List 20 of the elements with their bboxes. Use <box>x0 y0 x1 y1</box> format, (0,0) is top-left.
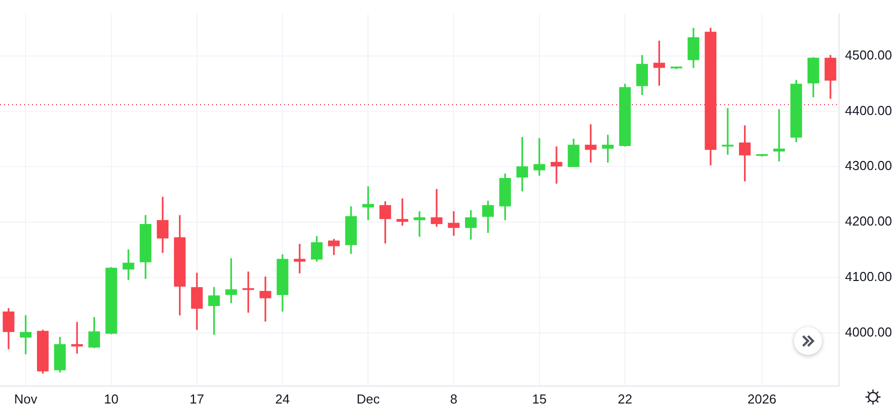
candlestick <box>71 322 83 354</box>
x-tick-label: 2026 <box>747 391 776 406</box>
x-tick-label: 24 <box>275 391 290 406</box>
x-tick-label: 17 <box>190 391 204 406</box>
x-tick-label: 10 <box>104 391 119 406</box>
candlestick <box>773 109 785 162</box>
y-tick-label: 4400.00 <box>845 102 892 118</box>
y-tick-label: 4300.00 <box>845 158 892 174</box>
x-tick-label: Nov <box>14 391 38 406</box>
y-tick-label: 4200.00 <box>845 214 892 229</box>
y-tick-label: 4100.00 <box>845 269 892 284</box>
candlestick <box>208 287 220 335</box>
candlestick <box>414 211 426 237</box>
candlestick <box>550 146 562 184</box>
x-tick-label: 8 <box>450 391 458 406</box>
x-tick-label: 15 <box>532 391 547 406</box>
y-tick-label: 4500.00 <box>845 47 892 62</box>
y-tick-label: 4000.00 <box>845 324 892 340</box>
x-tick-label: 22 <box>618 391 632 406</box>
x-tick-label: Dec <box>356 391 380 406</box>
